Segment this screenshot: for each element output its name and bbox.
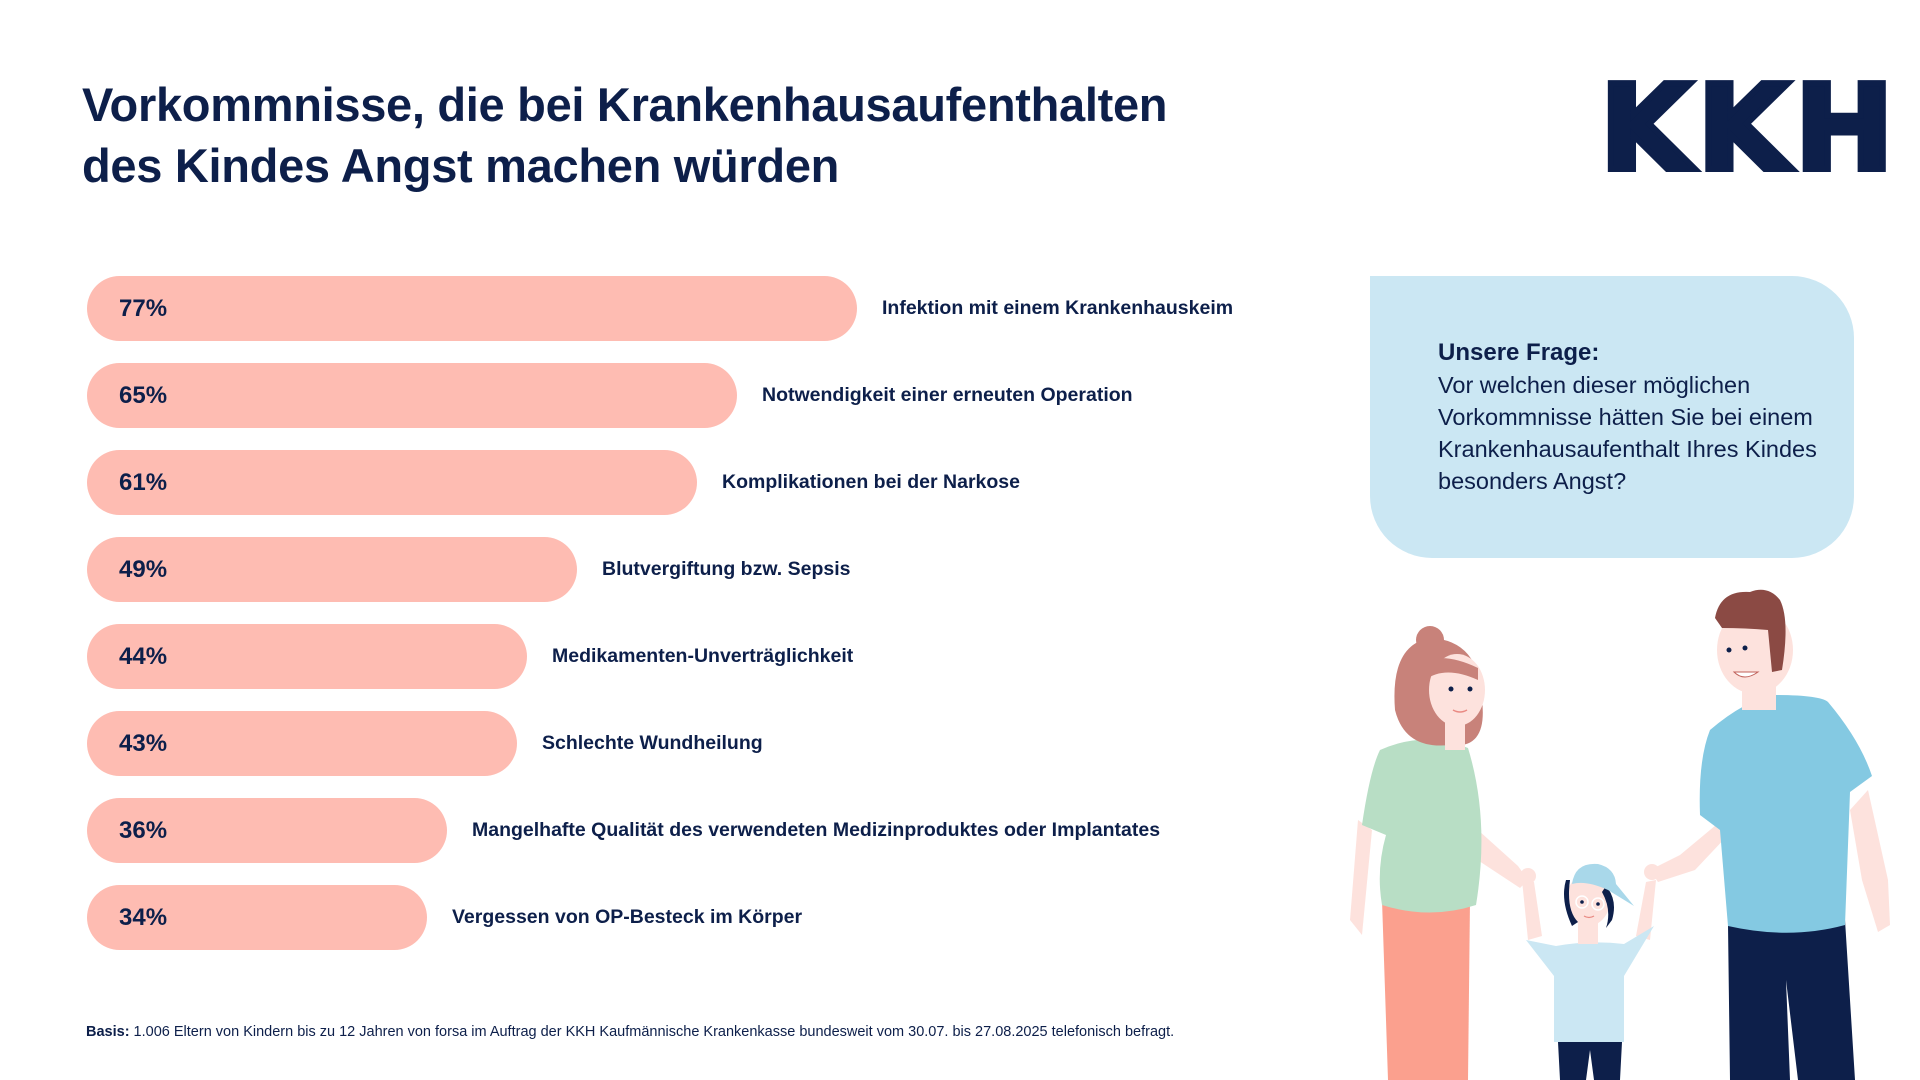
bar <box>87 624 527 689</box>
footnote-label: Basis: <box>86 1024 130 1040</box>
bar <box>87 798 447 863</box>
bar <box>87 450 697 515</box>
question-heading: Unsere Frage: <box>1438 339 1600 366</box>
bar <box>87 885 427 950</box>
bar-value-label: 36% <box>119 817 168 844</box>
bar-value-label: 65% <box>119 382 168 409</box>
bar-category-label: Notwendigkeit einer erneuten Operation <box>762 384 1133 406</box>
question-bubble: Unsere Frage: Vor welchen dieser möglich… <box>1370 276 1854 558</box>
footnote: Basis: 1.006 Eltern von Kindern bis zu 1… <box>86 1024 1174 1040</box>
bar <box>87 363 737 428</box>
bar-category-label: Blutvergiftung bzw. Sepsis <box>602 558 851 580</box>
child-figure <box>1520 863 1660 1080</box>
bar-value-label: 44% <box>119 643 168 670</box>
bar-value-label: 61% <box>119 469 168 496</box>
bar-value-label: 77% <box>119 295 168 322</box>
bar-category-label: Schlechte Wundheilung <box>542 732 763 754</box>
bar <box>87 537 577 602</box>
question-text: Vor welchen dieser möglichen Vorkommniss… <box>1438 372 1817 494</box>
bar-category-label: Mangelhafte Qualität des verwendeten Med… <box>472 819 1161 841</box>
title-line-2: des Kindes Angst machen würden <box>82 139 840 192</box>
title-line-1: Vorkommnisse, die bei Krankenhausaufenth… <box>82 78 1168 131</box>
father-figure <box>1650 589 1890 1080</box>
bar <box>87 711 517 776</box>
bar-category-label: Vergessen von OP-Besteck im Körper <box>452 906 803 928</box>
bar-value-label: 34% <box>119 904 168 931</box>
bar-chart: 77% Infektion mit einem Krankenhauskeim 65… <box>87 276 1234 950</box>
bar <box>87 276 857 341</box>
footnote-text: 1.006 Eltern von Kindern bis zu 12 Jahre… <box>129 1024 1175 1040</box>
bar-value-label: 49% <box>119 556 168 583</box>
kkh-logo: KKH <box>1597 59 1900 197</box>
bar-category-label: Medikamenten-Unverträglichkeit <box>552 645 854 667</box>
family-illustration <box>1350 589 1890 1080</box>
page-title: Vorkommnisse, die bei Krankenhausaufenth… <box>82 74 1168 196</box>
mother-figure <box>1350 626 1528 1080</box>
bar-category-label: Infektion mit einem Krankenhauskeim <box>882 297 1234 319</box>
bar-category-label: Komplikationen bei der Narkose <box>722 471 1020 493</box>
bar-value-label: 43% <box>119 730 168 757</box>
